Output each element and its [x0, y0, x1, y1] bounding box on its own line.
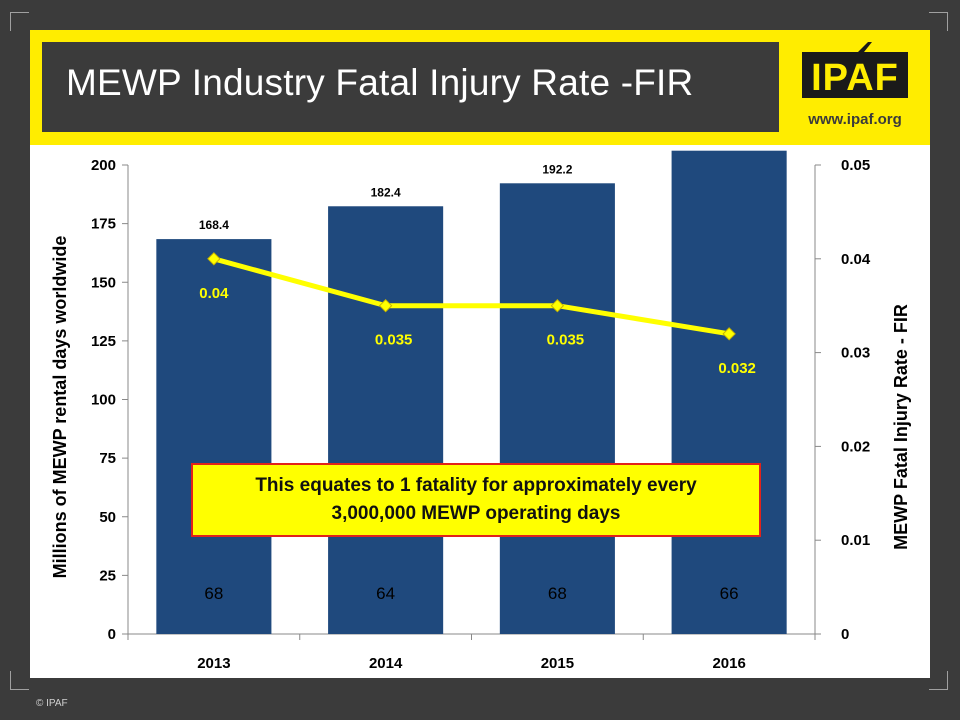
bar-inner-label: 68: [204, 584, 223, 603]
y-tick-label: 200: [91, 157, 116, 174]
website-url: www.ipaf.org: [808, 111, 902, 128]
fir-data-label: 0.035: [375, 332, 413, 349]
y-tick-label: 150: [91, 274, 116, 291]
x-tick-label: 2015: [541, 655, 574, 672]
fir-marker: [207, 252, 221, 266]
y-tick-label: 75: [99, 450, 116, 467]
bar-data-label: 192.2: [542, 162, 572, 176]
bar-inner-label: 66: [720, 584, 739, 603]
bar-inner-label: 64: [376, 584, 395, 603]
chart: 0 25 50 75 100 125 150 175 200 0 0.01 0.02 0.03 0.04 0…: [50, 150, 911, 672]
callout-line-1: This equates to 1 fatality for approxima…: [255, 475, 697, 497]
y2-tick-label: 0.03: [841, 345, 870, 362]
callout-box: This equates to 1 fatality for approxima…: [191, 463, 761, 537]
y-tick-label: 50: [99, 509, 116, 526]
bar-data-label: 168.4: [199, 218, 229, 232]
fir-data-label: 0.035: [547, 332, 585, 349]
slide: MEWP Industry Fatal Injury Rate -FIR IPA…: [30, 30, 930, 678]
y-tick-label: 125: [91, 333, 116, 350]
y2-tick-label: 0.05: [841, 157, 870, 174]
frame-corner: [929, 12, 948, 31]
frame-corner: [10, 12, 29, 31]
y2-tick-label: 0.04: [841, 251, 871, 268]
bar: [671, 150, 787, 634]
x-tick-label: 2013: [197, 655, 230, 672]
y2-tick-label: 0.01: [841, 532, 870, 549]
title-box: MEWP Industry Fatal Injury Rate -FIR: [42, 42, 779, 132]
fir-data-label: 0.04: [199, 285, 229, 302]
bar: [499, 183, 615, 634]
y-tick-label: 25: [99, 567, 116, 584]
y-axis-title: Millions of MEWP rental days worldwide: [50, 236, 70, 579]
fir-marker: [722, 327, 736, 341]
bar-inner-label: 68: [548, 584, 567, 603]
x-tick-label: 2014: [369, 655, 403, 672]
bar: [328, 206, 444, 634]
fir-marker: [378, 298, 393, 313]
y-tick-label: 100: [91, 392, 116, 409]
fir-marker: [550, 298, 565, 313]
slide-title: MEWP Industry Fatal Injury Rate -FIR: [66, 62, 694, 103]
frame-corner: [929, 671, 948, 690]
copyright: © IPAF: [36, 698, 68, 709]
fir-line: [213, 256, 730, 337]
header-band: MEWP Industry Fatal Injury Rate -FIR IPA…: [30, 30, 930, 145]
x-tick-label: 2016: [712, 655, 745, 672]
callout-line-2: 3,000,000 MEWP operating days: [331, 503, 621, 524]
y-tick-label: 0: [108, 626, 116, 643]
ipaf-logo: IPAF: [802, 42, 908, 98]
bar-data-label: 182.4: [371, 185, 401, 199]
y2-axis-title: MEWP Fatal Injury Rate - FIR: [891, 304, 911, 550]
bar: [156, 239, 272, 634]
y-tick-label: 175: [91, 216, 116, 233]
y2-tick-label: 0.02: [841, 438, 870, 455]
frame-corner: [10, 671, 29, 690]
fir-data-label: 0.032: [718, 360, 756, 377]
logo-text: IPAF: [811, 57, 899, 98]
y2-tick-label: 0: [841, 626, 849, 643]
